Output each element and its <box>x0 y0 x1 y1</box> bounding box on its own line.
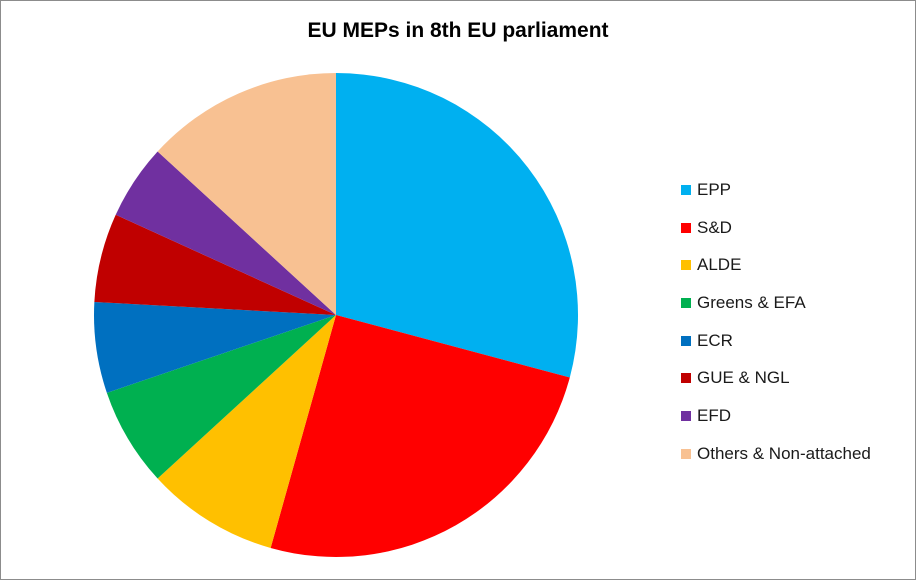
legend-label: ALDE <box>697 255 742 275</box>
legend-swatch <box>681 222 691 233</box>
legend-label: S&D <box>697 217 732 237</box>
pie-slice-5 <box>94 214 336 315</box>
pie-slice-2 <box>157 315 336 548</box>
legend-item-1: S&D <box>681 209 871 247</box>
legend-item-0: EPP <box>681 171 871 209</box>
legend-swatch <box>681 335 691 346</box>
legend-label: GUE & NGL <box>697 368 790 388</box>
pie-slice-4 <box>93 301 336 393</box>
legend-item-2: ALDE <box>681 246 871 284</box>
pie-slice-0 <box>336 73 579 378</box>
legend-swatch <box>681 448 691 459</box>
pie-slices <box>93 73 579 557</box>
legend: EPP S&D ALDE Greens & EFA ECR GUE & NGL EFD Oth… <box>681 171 871 473</box>
legend-item-5: GUE & NGL <box>681 359 871 397</box>
legend-swatch <box>681 297 691 308</box>
legend-item-6: EFD <box>681 397 871 435</box>
legend-label: Others & Non-attached <box>697 443 871 463</box>
legend-swatch <box>681 260 691 271</box>
legend-item-3: Greens & EFA <box>681 284 871 322</box>
legend-label: Greens & EFA <box>697 292 806 312</box>
legend-item-4: ECR <box>681 322 871 360</box>
pie-slice-6 <box>115 151 336 315</box>
legend-label: EFD <box>697 405 731 425</box>
legend-swatch <box>681 373 691 384</box>
chart-title: EU MEPs in 8th EU parliament <box>307 19 609 42</box>
legend-item-7: Others & Non-attached <box>681 435 871 473</box>
legend-swatch <box>681 410 691 421</box>
pie-slice-7 <box>157 73 336 315</box>
pie-slice-1 <box>270 315 570 557</box>
legend-label: ECR <box>697 330 733 350</box>
legend-label: EPP <box>697 179 732 199</box>
legend-swatch <box>681 184 691 195</box>
pie-slice-3 <box>106 315 336 479</box>
